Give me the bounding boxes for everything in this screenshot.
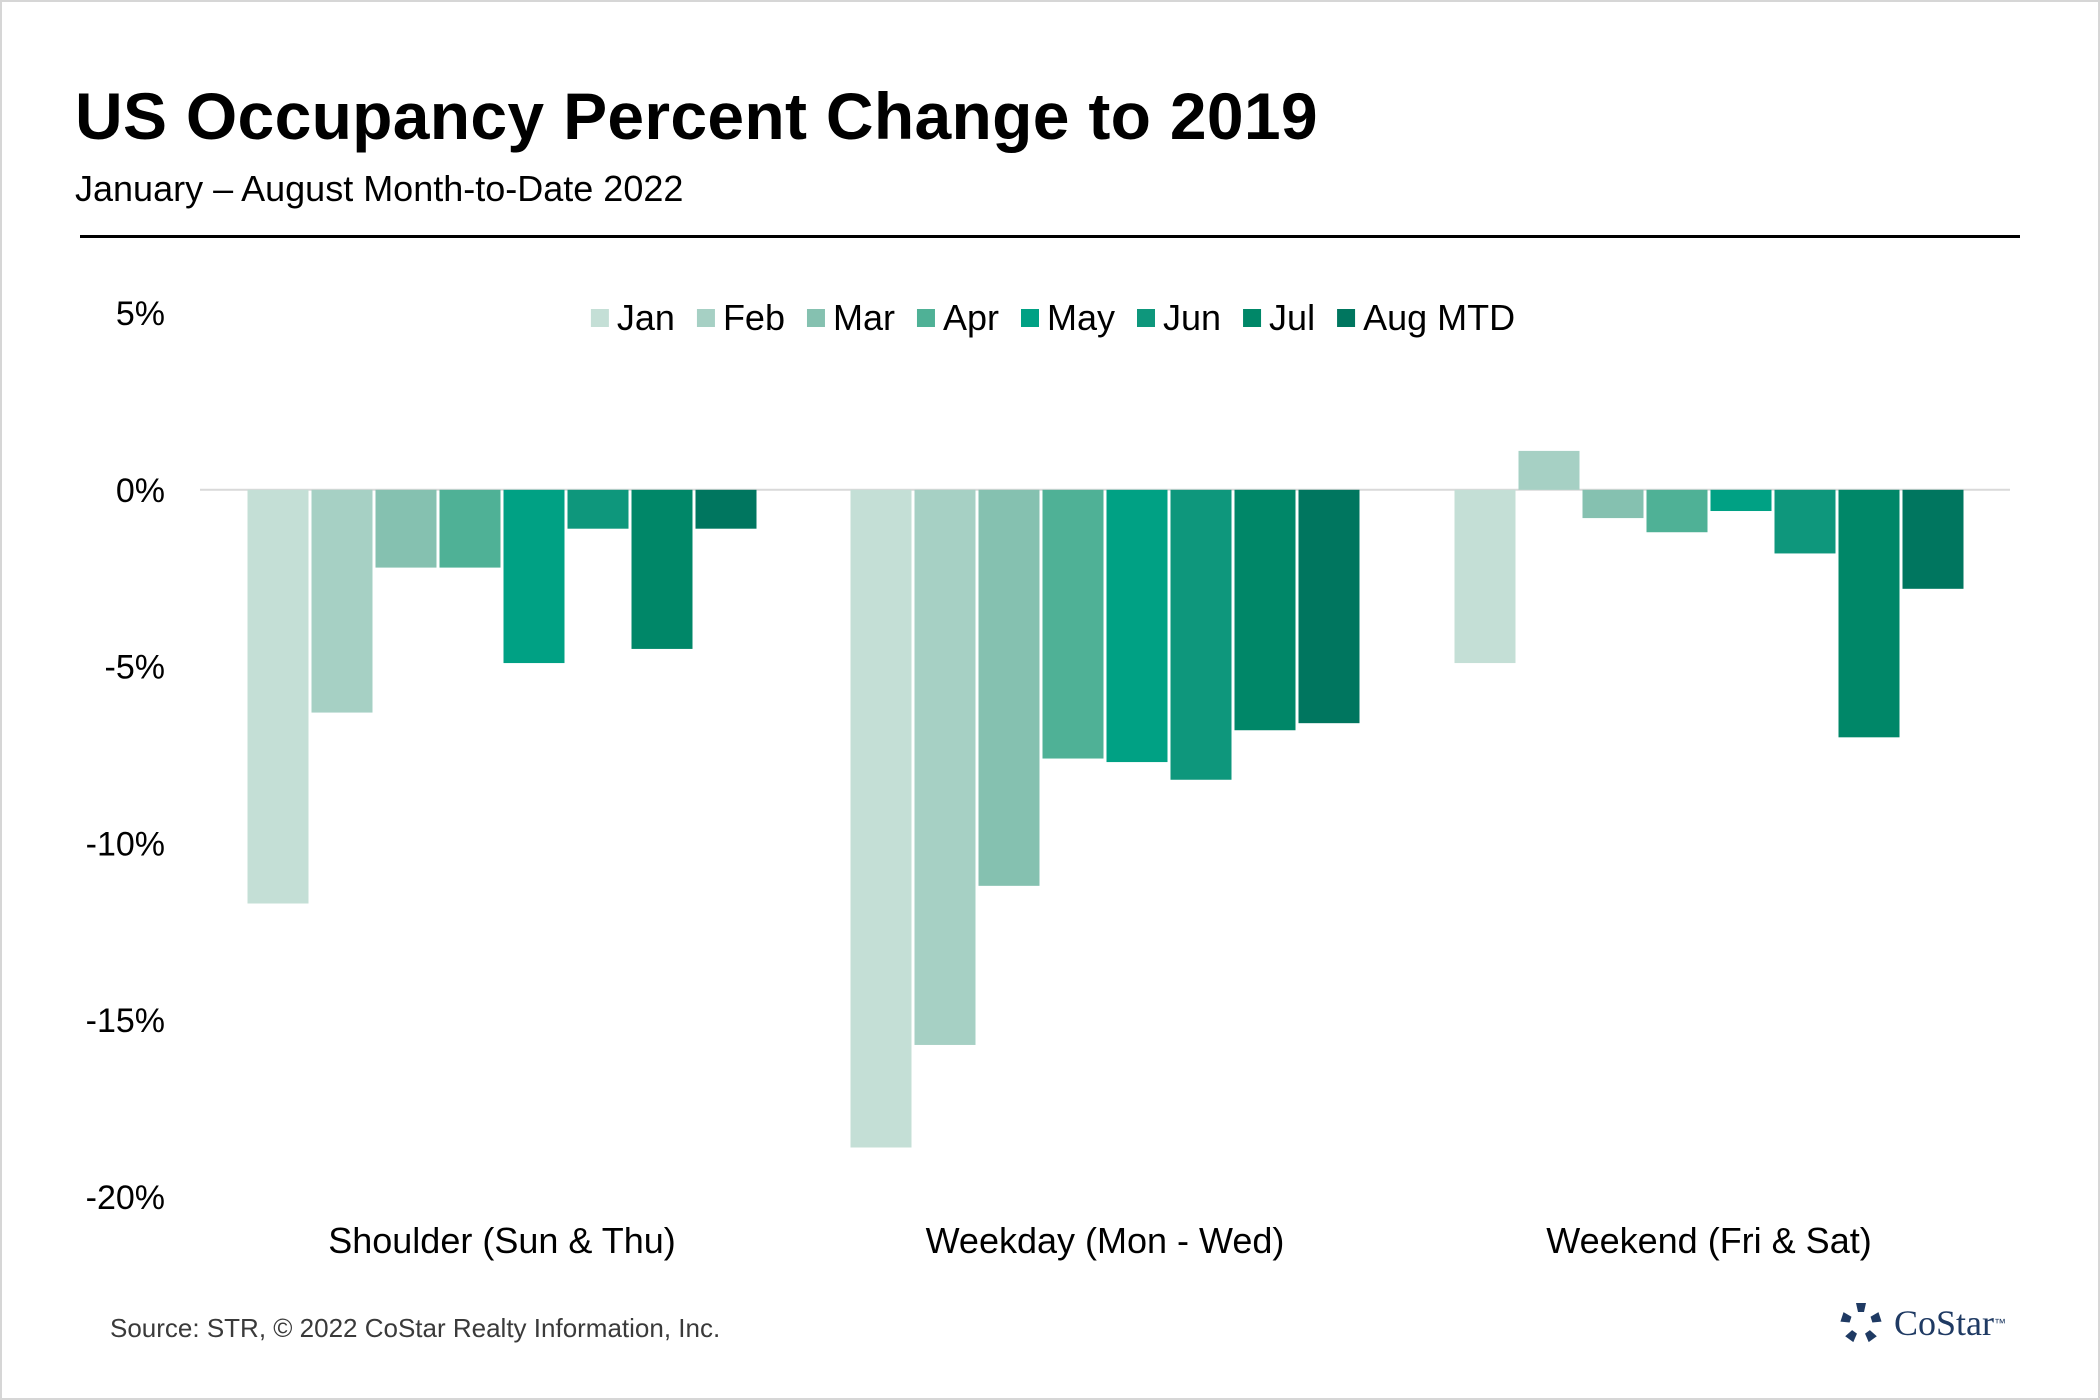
y-tick-label: -20% bbox=[86, 1179, 165, 1217]
legend-label: Feb bbox=[723, 297, 785, 338]
bar bbox=[1170, 489, 1232, 780]
y-tick-label: -10% bbox=[86, 825, 165, 863]
legend-swatch bbox=[806, 309, 825, 327]
legend-label: Jul bbox=[1269, 297, 1315, 338]
source-note: Source: STR, © 2022 CoStar Realty Inform… bbox=[110, 1313, 721, 1343]
legend-swatch bbox=[1137, 309, 1156, 327]
costar-star-icon bbox=[1840, 1303, 1882, 1343]
legend-label: May bbox=[1047, 297, 1115, 338]
bar bbox=[311, 489, 373, 713]
legend-swatch bbox=[696, 309, 715, 327]
y-tick-label: -5% bbox=[105, 649, 165, 687]
bar bbox=[247, 489, 309, 904]
y-tick-label: -15% bbox=[86, 1002, 165, 1040]
chart-subtitle: January – August Month-to-Date 2022 bbox=[75, 168, 684, 209]
bar bbox=[850, 489, 912, 1148]
bar bbox=[1710, 489, 1772, 512]
bar bbox=[1774, 489, 1836, 554]
legend-swatch bbox=[1243, 309, 1262, 327]
legend-label: Jun bbox=[1163, 297, 1221, 338]
legend-label: Aug MTD bbox=[1363, 297, 1515, 338]
chart-title: US Occupancy Percent Change to 2019 bbox=[75, 79, 1318, 153]
legend: Jan Feb Mar Apr May Jun Jul Aug MTD bbox=[590, 297, 1515, 338]
x-axis: Shoulder (Sun & Thu) Weekday (Mon - Wed) W… bbox=[328, 1220, 1872, 1261]
x-tick-label: Weekday (Mon - Wed) bbox=[926, 1220, 1285, 1261]
bar bbox=[1518, 450, 1580, 490]
bar bbox=[1582, 489, 1644, 519]
title-divider bbox=[80, 235, 2020, 238]
bar bbox=[1838, 489, 1900, 738]
legend-swatch bbox=[1020, 309, 1039, 327]
bar bbox=[375, 489, 437, 568]
bar bbox=[695, 489, 757, 529]
bar bbox=[1298, 489, 1360, 724]
y-tick-label: 5% bbox=[116, 295, 165, 333]
legend-swatch bbox=[590, 309, 609, 327]
legend-label: Mar bbox=[833, 297, 895, 338]
bar bbox=[439, 489, 501, 568]
bar bbox=[1646, 489, 1708, 533]
x-tick-label: Shoulder (Sun & Thu) bbox=[328, 1220, 676, 1261]
bar bbox=[978, 489, 1040, 886]
y-axis: 5% 0% -5% -10% -15% -20% bbox=[86, 295, 165, 1217]
legend-swatch bbox=[1337, 309, 1356, 327]
legend-label: Jan bbox=[617, 297, 675, 338]
bar bbox=[1042, 489, 1104, 759]
bar-series-group bbox=[247, 450, 1964, 1148]
logo-wordmark: CoStar bbox=[1894, 1303, 1995, 1343]
legend-label: Apr bbox=[943, 297, 999, 338]
bar bbox=[503, 489, 565, 664]
bar bbox=[567, 489, 629, 529]
bar bbox=[1454, 489, 1516, 664]
bar bbox=[631, 489, 693, 649]
y-tick-label: 0% bbox=[116, 472, 165, 510]
bar bbox=[1234, 489, 1296, 731]
bar bbox=[1902, 489, 1964, 589]
x-tick-label: Weekend (Fri & Sat) bbox=[1546, 1220, 1871, 1261]
bar bbox=[914, 489, 976, 1045]
logo-trademark: ™ bbox=[1994, 1316, 2007, 1330]
legend-swatch bbox=[916, 309, 935, 327]
costar-logo: CoStar ™ bbox=[1838, 1300, 2006, 1346]
bar bbox=[1106, 489, 1168, 763]
